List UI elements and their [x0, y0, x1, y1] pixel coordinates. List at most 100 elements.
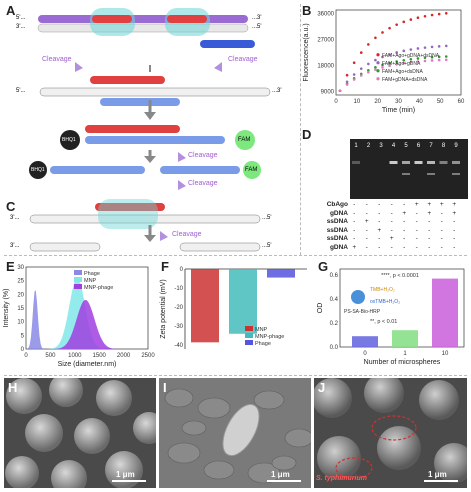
- gel-row-mark: -: [378, 209, 381, 217]
- od-bar: [392, 330, 418, 347]
- gel-row-mark: -: [390, 218, 393, 225]
- y-tick-label: 9000: [321, 90, 335, 96]
- panel-d-label: D: [302, 127, 312, 142]
- gel-row-label: ssDNA: [326, 235, 348, 242]
- data-point: [430, 59, 434, 62]
- data-point: [367, 62, 370, 66]
- zeta-bar: [229, 269, 257, 334]
- gel-row-mark: +: [427, 209, 432, 217]
- panel-b: B 9000 18000 27000 36000 0 10 20 30 40 50 60 Time (…: [300, 0, 471, 125]
- legend-label: MNP-phage: [255, 334, 284, 340]
- legend-label: MNP: [84, 278, 97, 284]
- c-strand-5b-label: ...5': [262, 243, 272, 249]
- y-tick-label: 36000: [317, 11, 334, 17]
- gel-row-mark: -: [403, 226, 406, 234]
- y-axis-label: Intensity (%): [3, 289, 10, 328]
- gel-row-mark: -: [390, 243, 393, 251]
- x-tick-label: 40: [416, 99, 423, 105]
- data-point: [338, 89, 342, 93]
- data-point: [437, 12, 441, 16]
- gel-row-mark: +: [452, 209, 457, 217]
- lane-number: 1: [354, 143, 358, 149]
- data-point: [416, 16, 420, 20]
- legend-marker: [376, 53, 380, 57]
- data-point: [430, 45, 434, 49]
- y-tick-label: 0.6: [330, 273, 339, 279]
- gel-band: [389, 161, 398, 164]
- panel-a-label: A: [6, 3, 16, 18]
- gel-row-mark: +: [427, 201, 432, 208]
- zeta-potential-chart: 0 -10 -20 -30 -40 Zeta potential (mV) MNPMNP-p…: [160, 267, 307, 349]
- strand-5-middle-label: 5'...: [16, 88, 26, 94]
- gel-band: [452, 161, 460, 164]
- x-tick-label: 1500: [93, 353, 107, 359]
- x-axis-label: Time (min): [382, 107, 415, 114]
- gel-table-row: gDNA - - - - + - + - +: [300, 210, 461, 217]
- x-tick-label: 60: [458, 99, 465, 105]
- data-point: [374, 66, 377, 69]
- gel-row-mark: -: [353, 226, 356, 234]
- mnp-phage-peak: [26, 299, 148, 349]
- gel-row-mark: -: [415, 218, 418, 225]
- data-point: [367, 70, 370, 74]
- data-point: [437, 45, 441, 48]
- data-point: [374, 68, 377, 71]
- od-bar-chart: 0.0 0.2 0.4 0.6 OD Number of microspheres 0 1 10…: [317, 268, 465, 366]
- top-duplex: [37, 8, 255, 48]
- cleavage-mark-icon: [75, 62, 83, 72]
- data-point: [395, 63, 398, 66]
- gel-row-mark: -: [390, 209, 393, 217]
- gel-row-mark: -: [440, 243, 443, 251]
- gel-band: [402, 161, 410, 164]
- panel-f-label: F: [161, 259, 169, 274]
- gel-row-mark: -: [453, 243, 456, 251]
- data-point: [359, 51, 363, 54]
- gel-band: [427, 161, 435, 164]
- x-axis-label: Size (diameter.nm): [58, 361, 117, 368]
- cleavage-label-bottom: Cleavage: [188, 180, 218, 187]
- gel-row-mark: +: [439, 201, 444, 208]
- cleavage-label-center: Cleavage: [188, 152, 218, 159]
- gel-row-mark: -: [353, 201, 356, 208]
- panel-a: A: [0, 0, 300, 195]
- gel-row-mark: +: [352, 243, 357, 251]
- gel-row-mark: -: [415, 209, 418, 217]
- gel-row-mark: -: [378, 243, 381, 251]
- gel-row-mark: -: [415, 243, 418, 251]
- x-tick-label: 0: [334, 99, 338, 105]
- y-axis-label: OD: [317, 303, 324, 314]
- gel-row-mark: -: [365, 243, 368, 251]
- gel-row-mark: -: [428, 226, 431, 234]
- legend-label: MNP: [255, 327, 268, 333]
- legend-label: Phage: [255, 341, 271, 347]
- gel-row-mark: -: [365, 226, 368, 234]
- y-tick-label: 0.4: [330, 297, 339, 303]
- x-tick-label: 2000: [117, 353, 131, 359]
- gel-table-row: gDNA + - - - - - - - -: [300, 244, 461, 251]
- cleavage-label-right: Cleavage: [228, 56, 258, 63]
- data-point: [402, 20, 406, 24]
- y-tick-label: 0.0: [330, 345, 339, 351]
- data-point: [367, 43, 370, 46]
- divider: [4, 255, 467, 256]
- x-tick-label: 2500: [141, 353, 155, 359]
- gel-row-mark: -: [428, 235, 431, 242]
- data-point: [416, 60, 420, 63]
- released-strand: [29, 161, 261, 179]
- panel-c: C 3'... ...5' Cleavage 3'... ...5': [0, 195, 300, 255]
- sem-j-texture: [314, 378, 467, 488]
- y-tick-label: 0.2: [330, 321, 339, 327]
- lane-number: 3: [379, 143, 383, 149]
- gel-band: [352, 161, 360, 164]
- data-point: [381, 31, 384, 34]
- zeta-bar: [191, 269, 219, 343]
- y-tick-label: 5: [21, 333, 25, 339]
- middle-strands: [39, 65, 271, 106]
- data-point: [409, 57, 413, 61]
- od-bar: [352, 336, 378, 347]
- strand-5-label: 5'...: [16, 15, 26, 21]
- reporter-strand: [60, 125, 255, 150]
- data-point: [381, 66, 384, 69]
- data-point: [345, 73, 349, 77]
- gel-row-label: gDNA: [329, 209, 348, 217]
